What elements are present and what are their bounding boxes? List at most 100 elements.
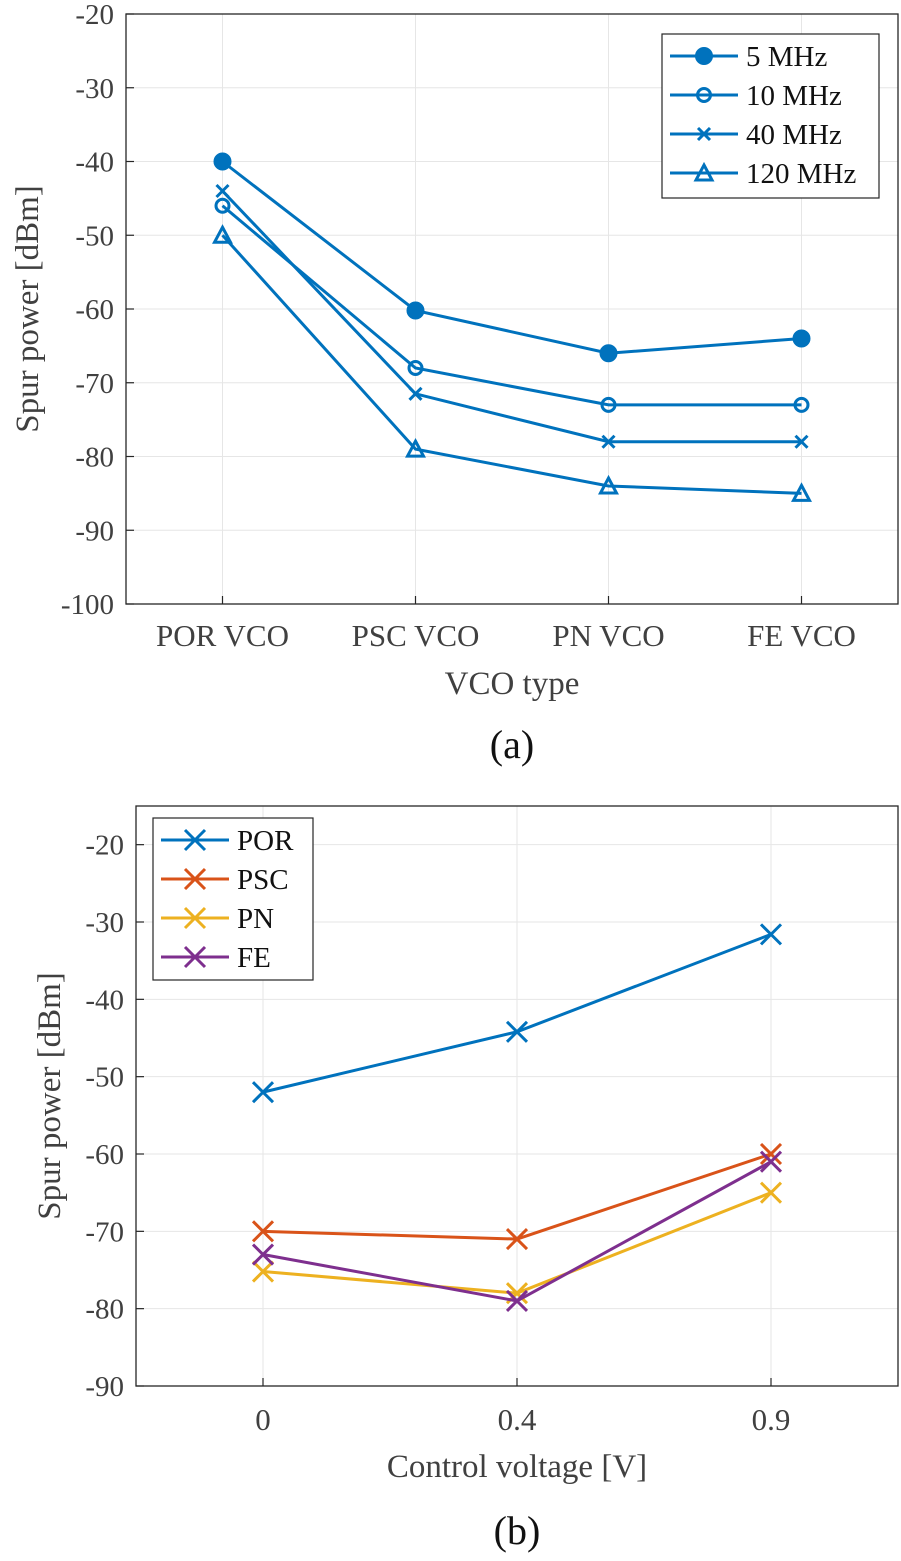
legend-item: FE: [161, 942, 271, 974]
y-tick-label: -80: [75, 442, 114, 474]
marker-x: [759, 1142, 783, 1166]
marker-x: [759, 1150, 783, 1173]
y-tick-label: -80: [85, 1294, 124, 1326]
legend-item: 40 MHz: [670, 119, 842, 151]
legend-item: POR: [161, 825, 294, 857]
legend-label: PSC: [237, 864, 289, 896]
marker-x: [408, 386, 423, 401]
panel-label: (a): [490, 722, 534, 767]
chart-panel-a: -20 -30 -40 -50 -60 -70 -80 -90 -100 POR VCO PSC V…: [10, 0, 899, 767]
series-por: [251, 923, 783, 1104]
legend-item: 120 MHz: [670, 158, 856, 190]
y-tick-label: -40: [85, 984, 124, 1016]
legend: POR PSC PN FE: [152, 817, 314, 981]
marker-x: [251, 1081, 275, 1104]
y-tick-label: -70: [85, 1216, 124, 1248]
legend-item: PN: [161, 903, 274, 935]
marker-x: [183, 867, 207, 891]
panel-label: (b): [494, 1508, 541, 1553]
marker-triangle: [693, 161, 715, 182]
marker-x: [505, 1228, 529, 1251]
legend-label: 120 MHz: [746, 158, 856, 190]
y-tick-label: -70: [75, 368, 114, 400]
x-tick-label: 0.9: [752, 1402, 791, 1437]
y-tick-label: -30: [85, 907, 124, 939]
marker-open-circle: [407, 360, 424, 376]
y-tick-label: -60: [75, 294, 114, 326]
x-tick-label: PSC VCO: [352, 618, 480, 653]
legend-label: POR: [237, 825, 294, 857]
marker-triangle: [598, 474, 619, 495]
x-tick-label: PN VCO: [552, 618, 664, 653]
marker-triangle: [212, 224, 233, 244]
chart-panel-b: -20 -30 -40 -50 -60 -70 -80 -90 0 0.4 0.9 Control v…: [32, 805, 899, 1553]
marker-open-circle: [793, 396, 810, 413]
legend-label: 40 MHz: [746, 119, 842, 151]
series-40-mhz: [215, 183, 809, 449]
legend-label: 10 MHz: [746, 80, 842, 112]
plot-area: [135, 805, 899, 1387]
y-tick-label: -90: [75, 515, 114, 547]
series-120-mhz: [212, 224, 812, 502]
y-tick-label: -20: [85, 830, 124, 862]
y-tick-label: -30: [75, 73, 114, 105]
x-tick-label: 0.4: [498, 1402, 537, 1437]
marker-open-circle: [600, 396, 617, 413]
series-line: [221, 189, 802, 444]
series-line: [221, 234, 802, 495]
marker-x: [251, 1260, 275, 1283]
marker-filled-circle: [599, 344, 618, 363]
marker-x: [505, 1020, 529, 1043]
series-10-mhz: [214, 197, 810, 413]
x-tick-label: 0: [255, 1402, 271, 1437]
y-tick-label: -20: [75, 0, 114, 31]
y-tick-label: -50: [75, 220, 114, 252]
y-tick-label: -90: [85, 1371, 124, 1403]
legend-item: 10 MHz: [670, 80, 842, 112]
series-fe: [251, 1150, 783, 1312]
marker-filled-circle: [695, 47, 713, 65]
marker-triangle: [405, 437, 426, 458]
series-psc: [251, 1142, 783, 1251]
marker-x: [251, 1220, 275, 1243]
series-line: [221, 160, 802, 355]
marker-x: [505, 1289, 529, 1312]
y-tick-label: -100: [61, 589, 114, 621]
series-line: [221, 204, 802, 407]
y-tick-label: -60: [85, 1139, 124, 1171]
marker-triangle: [791, 482, 812, 502]
legend-item: 5 MHz: [670, 41, 827, 73]
plot-area: [125, 13, 899, 605]
legend-box: [152, 817, 314, 981]
marker-x: [183, 828, 207, 852]
x-tick-label: POR VCO: [156, 618, 289, 653]
marker-x: [215, 183, 230, 199]
marker-x: [794, 434, 809, 449]
marker-filled-circle: [213, 152, 232, 171]
y-tick-label: -50: [85, 1062, 124, 1094]
marker-filled-circle: [406, 301, 425, 320]
series-pn: [251, 1181, 783, 1305]
marker-x: [183, 945, 207, 969]
legend-label: PN: [237, 903, 274, 935]
legend-label: FE: [237, 942, 271, 974]
series-5-mhz: [213, 152, 811, 363]
marker-x: [251, 1243, 275, 1266]
marker-open-circle: [696, 87, 712, 103]
marker-filled-circle: [792, 329, 811, 348]
marker-x: [759, 923, 783, 946]
marker-x: [183, 906, 207, 930]
marker-open-circle: [214, 197, 231, 214]
y-axis-label: Spur power [dBm]: [32, 972, 68, 1219]
legend-item: PSC: [161, 864, 289, 896]
legend-label: 5 MHz: [746, 41, 827, 73]
marker-x: [696, 126, 712, 142]
marker-x: [601, 434, 616, 449]
x-tick-label: FE VCO: [747, 618, 856, 653]
legend: 5 MHz 10 MHz 40 MHz 120 MHz: [661, 33, 880, 199]
y-tick-label: -40: [75, 147, 114, 179]
y-axis-label: Spur power [dBm]: [10, 185, 46, 432]
x-axis-label: Control voltage [V]: [387, 1449, 647, 1485]
x-axis-label: VCO type: [445, 666, 580, 702]
